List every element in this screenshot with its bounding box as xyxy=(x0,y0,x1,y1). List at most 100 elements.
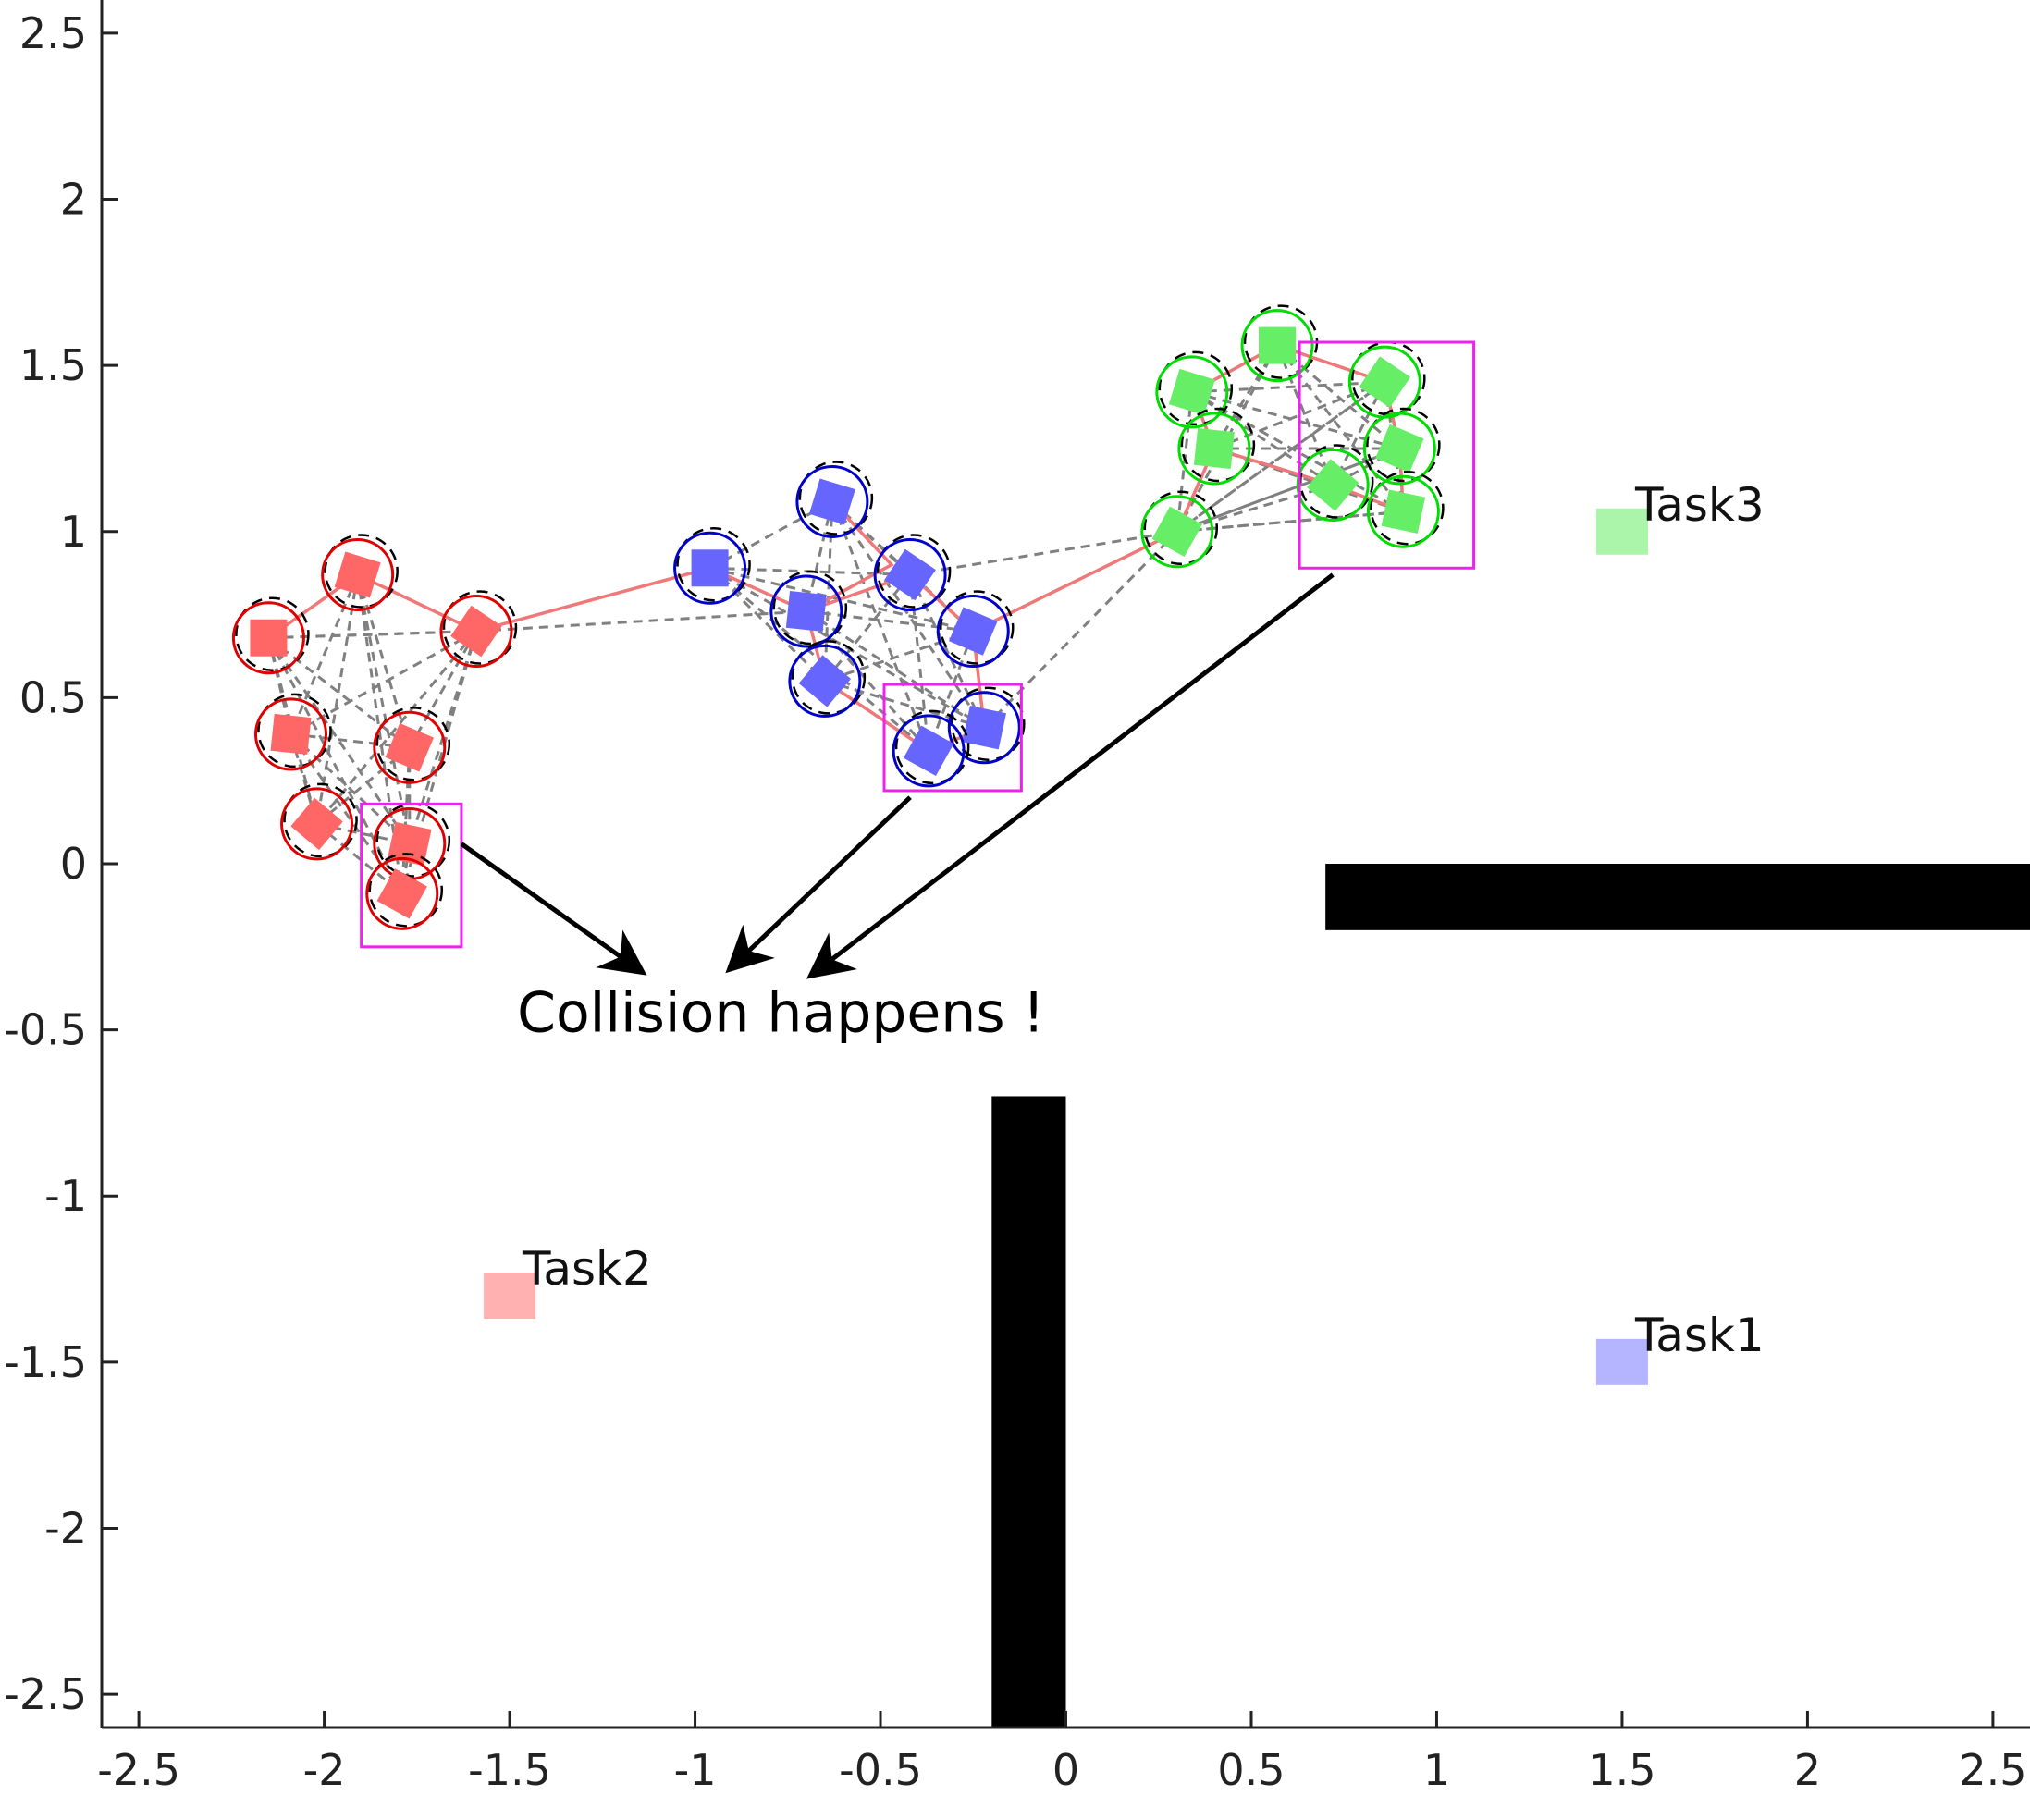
agent-points xyxy=(231,304,1445,930)
task-label: Task1 xyxy=(1634,1309,1765,1362)
x-tick-label: 2.5 xyxy=(1959,1745,2026,1795)
point-ghost-ring xyxy=(1180,407,1256,483)
link-blue-0-4 xyxy=(709,566,974,633)
link-red-0-4 xyxy=(267,636,411,749)
x-tick-label: -2 xyxy=(303,1745,346,1795)
point-ghost-ring xyxy=(676,527,751,602)
point-marker xyxy=(1168,368,1215,415)
point-ring xyxy=(1366,474,1440,548)
point-blue-5 xyxy=(936,590,1015,669)
point-green-8 xyxy=(1140,490,1219,569)
point-ghost-ring xyxy=(876,534,952,609)
collision-boxes xyxy=(360,340,1476,949)
point-marker xyxy=(691,549,729,587)
task-marker xyxy=(1595,508,1648,555)
point-blue-8 xyxy=(892,709,970,788)
point-ghost-ring xyxy=(1158,350,1234,426)
link-red-1-5 xyxy=(315,574,360,825)
link-blue-2-6 xyxy=(908,573,986,729)
point-marker xyxy=(1151,506,1202,557)
cross-link-1 xyxy=(268,630,477,640)
point-ring xyxy=(1240,309,1314,383)
link-red-3-6 xyxy=(289,732,411,845)
link-blue-0-5 xyxy=(708,567,826,682)
annotation-arrow-1 xyxy=(460,842,647,976)
task-task2: Task2 xyxy=(484,1242,652,1319)
point-ring xyxy=(892,714,966,788)
obstacle-2 xyxy=(991,1096,1066,1728)
collision-box-red xyxy=(360,802,463,949)
y-tick-label: 2.5 xyxy=(19,8,87,58)
link-red-1-6 xyxy=(356,574,412,844)
task-task3: Task3 xyxy=(1595,478,1765,555)
link-red-3-4 xyxy=(290,732,410,749)
point-blue-3 xyxy=(873,534,952,611)
link-blue-0-6 xyxy=(708,566,986,730)
point-marker xyxy=(1193,427,1235,469)
y-tick-label: 1.5 xyxy=(19,340,87,390)
point-ring xyxy=(1177,412,1251,486)
point-green-1 xyxy=(1240,304,1319,383)
link-blue-1-6 xyxy=(830,500,986,729)
point-ring xyxy=(936,595,1010,669)
cross-link-4 xyxy=(983,530,1178,729)
point-ring xyxy=(365,856,439,930)
annotation-arrow-2 xyxy=(725,795,912,974)
connection-links xyxy=(266,344,1405,895)
task-task1: Task1 xyxy=(1595,1309,1765,1385)
point-green-7 xyxy=(1366,470,1445,548)
point-ghost-ring xyxy=(235,596,310,671)
y-tick-label: -1.5 xyxy=(4,1337,87,1387)
link-green-2-5 xyxy=(1331,381,1386,486)
point-ghost-ring xyxy=(324,534,399,609)
point-ghost-ring xyxy=(1366,407,1441,483)
link-green-1-2 xyxy=(1191,380,1385,394)
link-blue-3-4 xyxy=(806,609,974,633)
link-blue-2-7 xyxy=(908,574,930,752)
link-red-1-3 xyxy=(289,573,360,735)
point-marker xyxy=(785,591,827,632)
point-marker xyxy=(884,548,936,601)
point-ring xyxy=(1155,355,1229,429)
point-ring xyxy=(321,537,395,611)
point-ghost-ring xyxy=(1370,470,1445,546)
annotation-arrow-3 xyxy=(806,572,1335,979)
x-tick-label: -1.5 xyxy=(468,1745,551,1795)
point-marker xyxy=(949,607,998,656)
task-marker xyxy=(484,1273,536,1319)
y-tick-label: -2 xyxy=(44,1503,87,1553)
annotation: Collision happens ! xyxy=(460,572,1335,1046)
point-ring xyxy=(253,697,327,771)
point-ghost-ring xyxy=(772,570,848,646)
link-green-0-4 xyxy=(1276,344,1401,450)
link-red-1-4 xyxy=(356,574,412,748)
point-marker xyxy=(290,797,343,851)
point-marker xyxy=(450,605,502,658)
point-blue-1 xyxy=(673,527,751,605)
point-ghost-ring xyxy=(442,590,518,665)
point-ring xyxy=(280,787,354,861)
point-red-8 xyxy=(365,853,444,930)
point-marker xyxy=(388,821,432,867)
point-ring xyxy=(439,595,513,669)
point-ghost-ring xyxy=(283,782,358,858)
point-ghost-ring xyxy=(791,640,867,715)
point-ghost-ring xyxy=(894,709,970,785)
link-green-5-7 xyxy=(1176,484,1334,534)
y-tick-label: 2 xyxy=(60,175,87,225)
link-green-1-5 xyxy=(1191,390,1335,486)
point-ring xyxy=(231,601,305,675)
point-red-1 xyxy=(231,596,310,675)
point-red-3 xyxy=(439,590,518,669)
point-ring xyxy=(788,644,862,718)
collision-box-green xyxy=(1298,340,1476,570)
cross-link-2 xyxy=(475,609,806,633)
point-blue-2 xyxy=(795,461,874,538)
annotation-text: Collision happens ! xyxy=(517,981,1045,1046)
point-red-5 xyxy=(373,707,451,784)
point-ring xyxy=(795,464,869,538)
point-marker xyxy=(1259,326,1297,364)
point-green-5 xyxy=(1362,407,1441,486)
y-tick-label: 0.5 xyxy=(19,672,87,722)
link-blue-2-5 xyxy=(823,573,912,682)
